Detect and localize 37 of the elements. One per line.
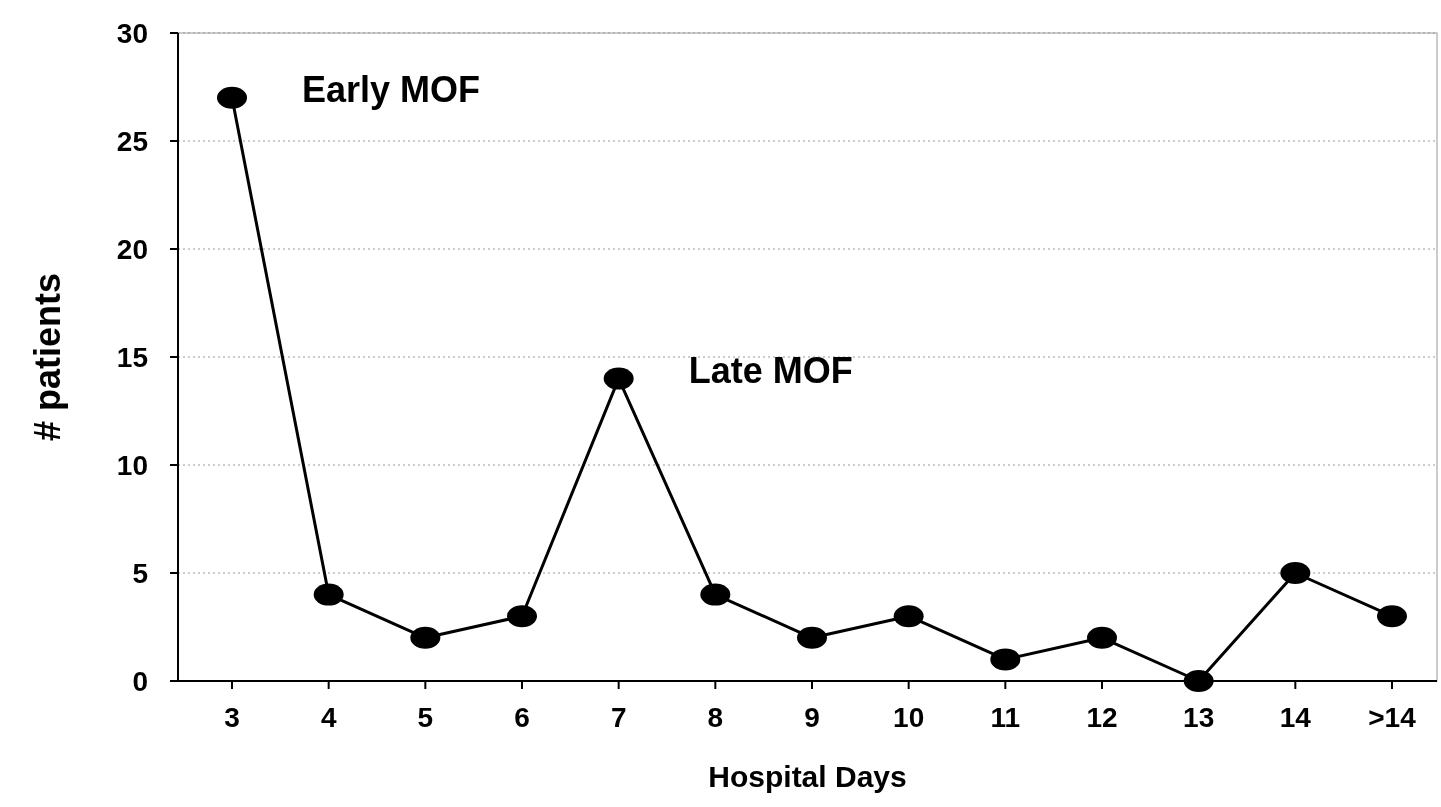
x-tick-label: 5 <box>417 702 434 733</box>
point <box>603 367 634 390</box>
point <box>893 605 924 628</box>
x-tick-label: 4 <box>320 702 337 733</box>
point <box>797 626 827 649</box>
y-tick-label: 30 <box>116 17 148 49</box>
x-tick-label: >14 <box>1368 702 1417 733</box>
x-axis-title: Hospital Days <box>708 760 907 793</box>
point <box>990 648 1021 671</box>
point <box>507 605 537 628</box>
y-tick-label: 20 <box>116 233 148 265</box>
x-tick-label: 9 <box>804 702 820 733</box>
y-tick-label: 0 <box>132 665 148 697</box>
x-tick-label: 11 <box>990 702 1021 733</box>
point <box>217 86 247 109</box>
point <box>700 583 731 606</box>
point <box>410 626 441 649</box>
annotation: Early MOF <box>302 68 481 110</box>
y-axis-title: # patients <box>27 272 68 442</box>
point <box>1183 670 1214 692</box>
x-tick-label: 14 <box>1279 702 1312 733</box>
x-tick-label: 12 <box>1086 702 1118 733</box>
x-tick-label: 8 <box>707 702 724 733</box>
x-tick-label: 3 <box>224 702 240 733</box>
point <box>1377 605 1407 628</box>
annotation: Late MOF <box>688 349 853 391</box>
x-tick-label: 10 <box>893 702 925 733</box>
x-tick-label: 7 <box>610 702 627 733</box>
point <box>1280 562 1311 584</box>
y-tick-label: 15 <box>116 341 148 373</box>
x-tick-label: 13 <box>1183 702 1215 733</box>
x-tick-label: 6 <box>514 702 530 733</box>
y-tick-label: 10 <box>116 449 148 481</box>
y-tick-label: 25 <box>116 125 148 157</box>
y-tick-label: 5 <box>132 557 148 589</box>
point <box>1087 626 1117 649</box>
point <box>313 583 344 606</box>
